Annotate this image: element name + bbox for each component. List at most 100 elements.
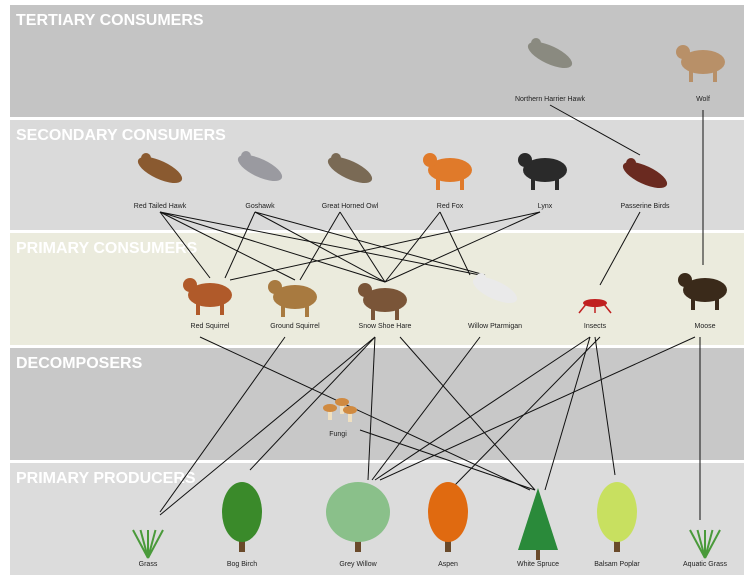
food-edge: [599, 211, 641, 286]
organism-icon: [518, 488, 558, 560]
food-edge: [254, 211, 486, 276]
node-label: Fungi: [329, 431, 347, 438]
icon-body: [137, 156, 183, 184]
organism-icon: [689, 529, 721, 559]
organism-icon: [472, 273, 518, 304]
organism-icon: [222, 482, 262, 552]
icon-head: [531, 38, 541, 48]
organism-icon: [578, 299, 612, 314]
icon-leg: [713, 70, 717, 82]
icon-leg: [531, 178, 535, 190]
icon-head: [268, 280, 282, 294]
node-label: Aspen: [438, 561, 458, 568]
node-label: Lynx: [538, 203, 553, 210]
food-edge: [224, 211, 256, 279]
icon-body: [237, 154, 283, 182]
food-edge: [159, 211, 296, 281]
food-edge: [254, 211, 386, 283]
organism-icon: [183, 278, 232, 315]
icon-head: [626, 158, 636, 168]
organism-icon: [358, 283, 407, 320]
node-label: Bog Birch: [227, 561, 257, 568]
icon-blade: [704, 529, 721, 559]
icon-stem: [348, 410, 352, 422]
icon-leg: [578, 302, 588, 314]
icon-body: [683, 278, 727, 302]
band: [10, 348, 744, 460]
food-edge: [384, 211, 541, 283]
icon-head: [678, 273, 692, 287]
band-title: TERTIARY CONSUMERS: [16, 12, 204, 29]
organism-icon: [518, 153, 567, 190]
icon-body: [622, 161, 668, 189]
node-label: Passerine Birds: [620, 203, 670, 210]
food-edge: [159, 336, 376, 516]
icon-head: [183, 278, 197, 292]
icon-crown: [597, 482, 637, 542]
node-label: Goshawk: [245, 203, 275, 210]
organism-icon: [326, 482, 390, 552]
band: [10, 120, 744, 230]
icon-blade: [704, 529, 714, 559]
food-edge: [454, 336, 601, 486]
icon-crown: [222, 482, 262, 542]
food-edge: [359, 429, 536, 491]
organism-icon: [268, 280, 317, 317]
node-label: Wolf: [696, 96, 710, 103]
icon-body: [681, 50, 725, 74]
icon-leg: [602, 302, 612, 314]
icon-crown: [326, 482, 390, 542]
food-edge: [367, 336, 376, 481]
icon-blade: [147, 529, 164, 559]
icon-body: [428, 158, 472, 182]
node-label: Red Squirrel: [191, 323, 230, 330]
icon-head: [241, 151, 251, 161]
organism-icon: [622, 158, 668, 189]
icon-body: [188, 283, 232, 307]
organism-icon: [676, 45, 725, 82]
icon-stem: [328, 408, 332, 420]
node-label: Ground Squirrel: [270, 323, 320, 330]
icon-leg: [196, 303, 200, 315]
icon-body: [527, 41, 573, 69]
icon-body: [327, 156, 373, 184]
food-edge: [594, 336, 616, 476]
band: [10, 5, 744, 117]
icon-blade: [696, 529, 706, 559]
node-label: Willow Ptarmigan: [468, 323, 522, 330]
organism-icon: [132, 529, 164, 559]
icon-cap: [335, 398, 349, 406]
icon-leg: [689, 70, 693, 82]
icon-head: [423, 153, 437, 167]
organism-icon: [597, 482, 637, 552]
icon-leg: [305, 305, 309, 317]
food-edge: [384, 211, 441, 283]
icon-leg: [281, 305, 285, 317]
organism-icon: [327, 153, 373, 184]
organism-icon: [237, 151, 283, 182]
food-edge: [371, 336, 481, 481]
organism-icon: [428, 482, 468, 552]
organism-icon: [423, 153, 472, 190]
icon-leg: [691, 298, 695, 310]
icon-body: [273, 285, 317, 309]
node-label: Red Fox: [437, 203, 464, 210]
band-title: SECONDARY CONSUMERS: [16, 127, 226, 144]
food-edge: [249, 336, 376, 471]
icon-leg: [460, 178, 464, 190]
band-title: PRIMARY CONSUMERS: [16, 240, 198, 257]
icon-head: [676, 45, 690, 59]
node-label: White Spruce: [517, 561, 559, 568]
icon-leg: [220, 303, 224, 315]
icon-leg: [371, 308, 375, 320]
icon-blade: [147, 529, 157, 559]
node-label: Grass: [139, 561, 158, 568]
node-label: Great Horned Owl: [322, 203, 379, 210]
food-edge: [299, 211, 341, 281]
food-edge: [374, 336, 591, 481]
icon-body: [523, 158, 567, 182]
icon-trunk: [536, 548, 540, 560]
food-edge: [159, 211, 481, 276]
icon-head: [141, 153, 151, 163]
icon-body: [472, 276, 518, 304]
